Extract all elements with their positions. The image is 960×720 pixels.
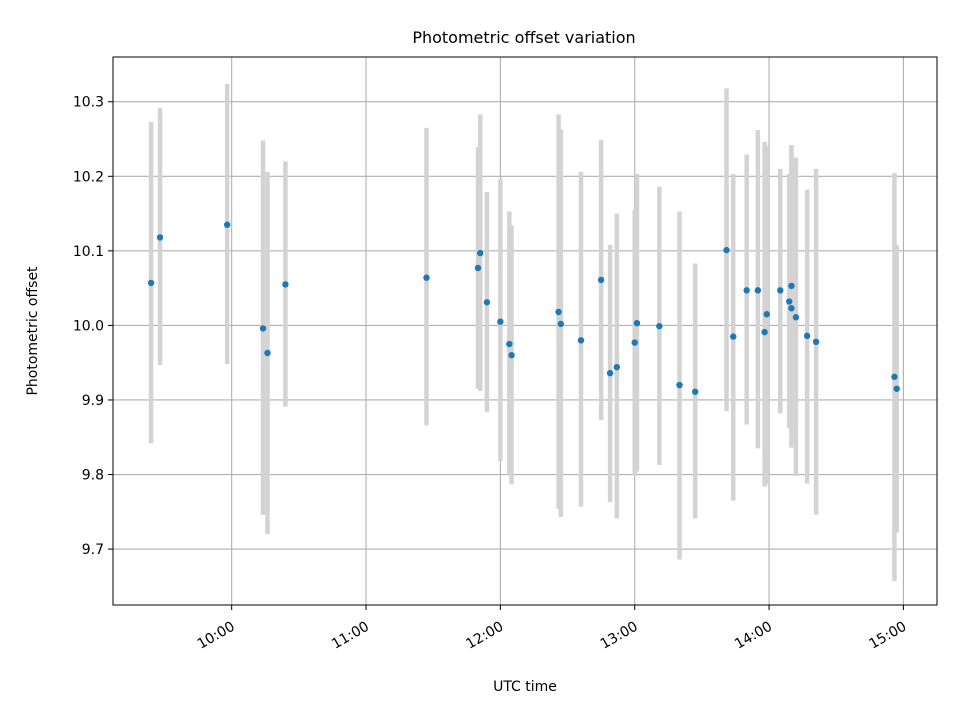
- chart-title: Photometric offset variation: [412, 28, 635, 47]
- data-point: [691, 388, 699, 395]
- data-point: [282, 281, 289, 288]
- y-axis: 9.7 9.8 9.9 10.0 10.1 10.2 10.3: [73, 95, 113, 558]
- data-point: [631, 339, 638, 346]
- data-point: [754, 287, 762, 294]
- y-tick-label: 9.8: [82, 468, 104, 484]
- data-point: [474, 264, 482, 272]
- data-point: [423, 274, 430, 281]
- data-point: [788, 305, 795, 312]
- data-point: [483, 299, 491, 306]
- y-tick-label: 10.2: [73, 169, 104, 185]
- data-point: [223, 221, 231, 228]
- y-tick-label: 10.3: [73, 95, 104, 111]
- x-tick-label: 15:00: [866, 619, 909, 653]
- data-point: [477, 249, 484, 257]
- data-point: [812, 338, 820, 346]
- data-point: [723, 246, 730, 254]
- data-point: [792, 314, 800, 321]
- y-axis-label: Photometric offset: [25, 266, 41, 396]
- data-point: [577, 337, 585, 344]
- x-tick-label: 10:00: [195, 619, 238, 653]
- data-point: [508, 352, 515, 359]
- y-tick-label: 10.1: [73, 244, 104, 260]
- data-point: [606, 369, 614, 377]
- data-point: [506, 340, 513, 348]
- data-point: [597, 276, 605, 284]
- y-tick-label: 10.0: [73, 318, 104, 334]
- x-tick-label: 13:00: [598, 619, 641, 653]
- data-point: [891, 373, 898, 381]
- data-point: [555, 308, 562, 316]
- data-point: [557, 320, 565, 328]
- error-bars: [148, 83, 899, 582]
- data-points: [147, 221, 900, 395]
- data-point: [786, 298, 793, 305]
- data-point: [761, 328, 768, 336]
- data-point: [259, 325, 267, 332]
- data-point: [613, 363, 621, 371]
- data-point: [763, 311, 771, 318]
- data-point: [156, 234, 164, 241]
- y-tick-label: 9.9: [82, 393, 104, 409]
- x-axis: 10:00 11:00 12:00 13:00 14:00 15:00: [195, 605, 909, 653]
- data-point: [264, 349, 271, 357]
- x-tick-label: 12:00: [463, 619, 506, 653]
- data-point: [730, 333, 737, 340]
- x-tick-label: 11:00: [329, 619, 372, 653]
- data-point: [633, 319, 641, 327]
- data-point: [777, 287, 784, 294]
- plot-frame: [112, 56, 938, 606]
- data-point: [147, 279, 155, 287]
- data-point: [676, 381, 683, 389]
- data-point: [893, 385, 900, 392]
- data-point: [497, 318, 504, 325]
- x-tick-label: 14:00: [732, 619, 775, 653]
- data-point: [788, 282, 795, 290]
- grid: [113, 57, 937, 605]
- data-point: [803, 332, 811, 340]
- data-point: [656, 322, 663, 330]
- data-point: [743, 287, 750, 294]
- y-tick-label: 9.7: [82, 542, 104, 558]
- x-axis-label: UTC time: [493, 679, 557, 695]
